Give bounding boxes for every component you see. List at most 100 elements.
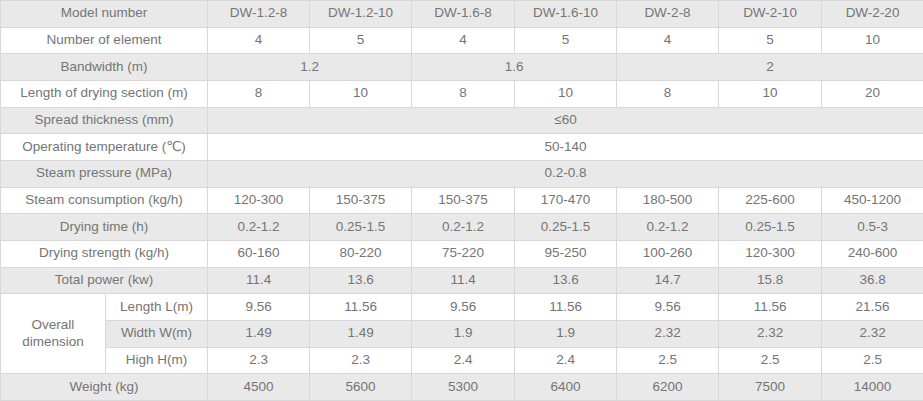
row-dimension-width: Width W(m) 1.49 1.49 1.9 1.9 2.32 2.32 2… — [1, 320, 923, 347]
row-label: Operating temperature (℃) — [1, 134, 208, 161]
row-operating-temperature: Operating temperature (℃) 50-140 — [1, 134, 923, 161]
value-cell: 150-375 — [412, 187, 515, 214]
row-label: Steam consumption (kg/h) — [1, 187, 208, 214]
value-cell: 100-260 — [617, 240, 719, 267]
sub-row-label: Length L(m) — [106, 294, 208, 321]
value-cell: 36.8 — [822, 267, 923, 294]
row-label: Steam pressure (MPa) — [1, 160, 208, 187]
value-cell: 13.6 — [515, 267, 617, 294]
row-label: Drying time (h) — [1, 214, 208, 241]
model-cell: DW-1.6-10 — [515, 1, 617, 28]
value-cell: 20 — [822, 80, 923, 107]
model-cell: DW-1.2-10 — [310, 1, 412, 28]
value-cell: 150-375 — [310, 187, 412, 214]
value-cell: 6200 — [617, 374, 719, 401]
value-cell: 9.56 — [617, 294, 719, 321]
model-cell: DW-1.2-8 — [208, 1, 310, 28]
specification-table: Model number DW-1.2-8 DW-1.2-10 DW-1.6-8… — [0, 0, 923, 401]
model-cell: DW-2-10 — [719, 1, 822, 28]
value-cell: 8 — [208, 80, 310, 107]
value-cell: 11.4 — [208, 267, 310, 294]
value-cell: 0.2-1.2 — [617, 214, 719, 241]
value-cell: 2.32 — [719, 320, 822, 347]
value-cell: 4 — [617, 27, 719, 54]
value-cell: 9.56 — [208, 294, 310, 321]
value-cell: 0.25-1.5 — [515, 214, 617, 241]
value-cell: 4 — [208, 27, 310, 54]
row-spread-thickness: Spread thickness (mm) ≤60 — [1, 107, 923, 134]
value-cell: 1.49 — [208, 320, 310, 347]
value-cell: 0.25-1.5 — [719, 214, 822, 241]
value-cell: 8 — [617, 80, 719, 107]
value-cell: 2.32 — [822, 320, 923, 347]
value-cell: 450-1200 — [822, 187, 923, 214]
value-cell: 2.3 — [310, 347, 412, 374]
row-label: Weight (kg) — [1, 374, 208, 401]
row-dimension-length: Overall dimension Length L(m) 9.56 11.56… — [1, 294, 923, 321]
value-cell: 10 — [310, 80, 412, 107]
value-cell: 11.4 — [412, 267, 515, 294]
value-cell: 4500 — [208, 374, 310, 401]
value-cell: 80-220 — [310, 240, 412, 267]
row-label: Bandwidth (m) — [1, 54, 208, 81]
row-length-of-drying-section: Length of drying section (m) 8 10 8 10 8… — [1, 80, 923, 107]
row-dimension-high: High H(m) 2.3 2.3 2.4 2.4 2.5 2.5 2.5 — [1, 347, 923, 374]
row-weight: Weight (kg) 4500 5600 5300 6400 6200 750… — [1, 374, 923, 401]
row-drying-time: Drying time (h) 0.2-1.2 0.25-1.5 0.2-1.2… — [1, 214, 923, 241]
value-cell: 60-160 — [208, 240, 310, 267]
value-cell: 2.5 — [719, 347, 822, 374]
value-cell: 180-500 — [617, 187, 719, 214]
value-cell: 1.49 — [310, 320, 412, 347]
value-cell: 5 — [310, 27, 412, 54]
value-cell: 120-300 — [719, 240, 822, 267]
value-cell: 120-300 — [208, 187, 310, 214]
value-cell: 14.7 — [617, 267, 719, 294]
value-cell: 10 — [515, 80, 617, 107]
value-cell-merged: 0.2-0.8 — [208, 160, 923, 187]
row-label: Model number — [1, 1, 208, 28]
value-cell: 2.3 — [208, 347, 310, 374]
value-cell: 0.2-1.2 — [412, 214, 515, 241]
row-label: Spread thickness (mm) — [1, 107, 208, 134]
value-cell: 95-250 — [515, 240, 617, 267]
model-cell: DW-2-20 — [822, 1, 923, 28]
value-cell: 8 — [412, 80, 515, 107]
model-cell: DW-1.6-8 — [412, 1, 515, 28]
value-cell: 7500 — [719, 374, 822, 401]
value-cell: 5 — [719, 27, 822, 54]
value-cell: 21.56 — [822, 294, 923, 321]
value-cell: 15.8 — [719, 267, 822, 294]
value-cell-merged: 1.2 — [208, 54, 412, 81]
value-cell: 5600 — [310, 374, 412, 401]
row-number-of-element: Number of element 4 5 4 5 4 5 10 — [1, 27, 923, 54]
value-cell: 0.5-3 — [822, 214, 923, 241]
row-label: Drying strength (kg/h) — [1, 240, 208, 267]
value-cell-merged: 2 — [617, 54, 923, 81]
sub-row-label: Width W(m) — [106, 320, 208, 347]
row-steam-pressure: Steam pressure (MPa) 0.2-0.8 — [1, 160, 923, 187]
value-cell: 4 — [412, 27, 515, 54]
row-steam-consumption: Steam consumption (kg/h) 120-300 150-375… — [1, 187, 923, 214]
row-bandwidth: Bandwidth (m) 1.2 1.6 2 — [1, 54, 923, 81]
row-total-power: Total power (kw) 11.4 13.6 11.4 13.6 14.… — [1, 267, 923, 294]
value-cell: 2.4 — [412, 347, 515, 374]
value-cell: 1.9 — [515, 320, 617, 347]
value-cell: 9.56 — [412, 294, 515, 321]
value-cell: 10 — [719, 80, 822, 107]
value-cell: 5300 — [412, 374, 515, 401]
value-cell: 10 — [822, 27, 923, 54]
value-cell: 6400 — [515, 374, 617, 401]
value-cell: 11.56 — [719, 294, 822, 321]
value-cell-merged: ≤60 — [208, 107, 923, 134]
value-cell: 170-470 — [515, 187, 617, 214]
row-label: Number of element — [1, 27, 208, 54]
row-drying-strength: Drying strength (kg/h) 60-160 80-220 75-… — [1, 240, 923, 267]
overall-dimension-label: Overall dimension — [1, 294, 106, 374]
value-cell: 2.5 — [822, 347, 923, 374]
value-cell: 75-220 — [412, 240, 515, 267]
value-cell: 0.2-1.2 — [208, 214, 310, 241]
value-cell-merged: 50-140 — [208, 134, 923, 161]
value-cell: 1.9 — [412, 320, 515, 347]
value-cell: 2.5 — [617, 347, 719, 374]
value-cell: 11.56 — [310, 294, 412, 321]
